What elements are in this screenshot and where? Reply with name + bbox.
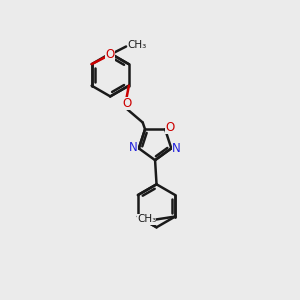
Text: CH₃: CH₃ xyxy=(128,40,147,50)
Text: O: O xyxy=(165,121,174,134)
Text: CH₃: CH₃ xyxy=(137,214,156,224)
Text: O: O xyxy=(122,97,131,110)
Text: N: N xyxy=(129,141,138,154)
Text: N: N xyxy=(172,142,181,155)
Text: O: O xyxy=(105,48,115,61)
